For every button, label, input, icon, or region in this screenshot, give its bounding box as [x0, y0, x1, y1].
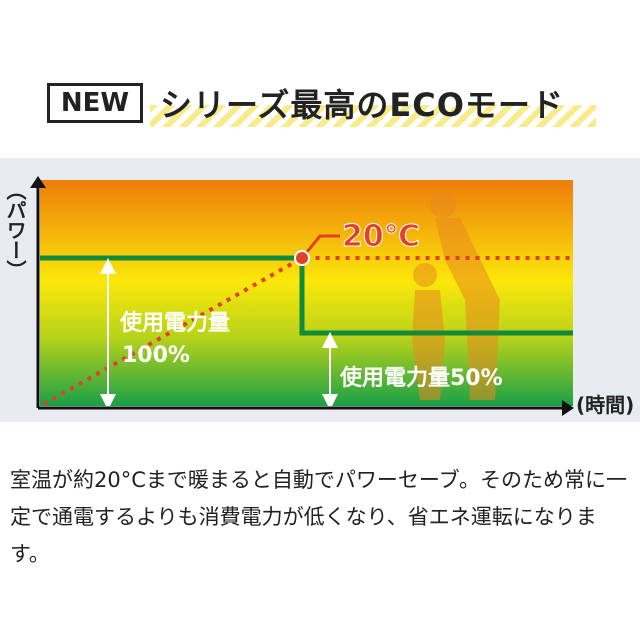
new-badge: NEW [47, 83, 143, 123]
full-power-label-line2: 100% [122, 343, 190, 368]
silhouette-mother-child [412, 192, 500, 400]
power-line [40, 255, 573, 336]
temperature-label: 20℃ [342, 219, 420, 254]
title-underline-stripes [150, 105, 596, 127]
full-power-label-line1: 使用電力量 [119, 311, 230, 336]
y-axis-label: （パワー） [3, 180, 27, 280]
header: NEW シリーズ最高のECOモード [0, 0, 640, 158]
half-power-label: 使用電力量50% [339, 366, 503, 391]
description-text: 室温が約20°Cまで暖まると自動でパワーセーブ。そのため常に一定で通電するよりも… [10, 468, 627, 566]
x-axis-label: (時間) [576, 393, 634, 417]
page-title: シリーズ最高のECOモード [160, 86, 564, 124]
y-axis-arrow-icon [30, 176, 46, 188]
temperature-point [294, 250, 310, 266]
x-axis-arrow-icon [562, 400, 574, 416]
eco-mode-diagram: 20℃ 使用電力量 100% 使用電力量50% （パワー） (時間) [3, 176, 634, 417]
temperature-leader [300, 234, 340, 259]
